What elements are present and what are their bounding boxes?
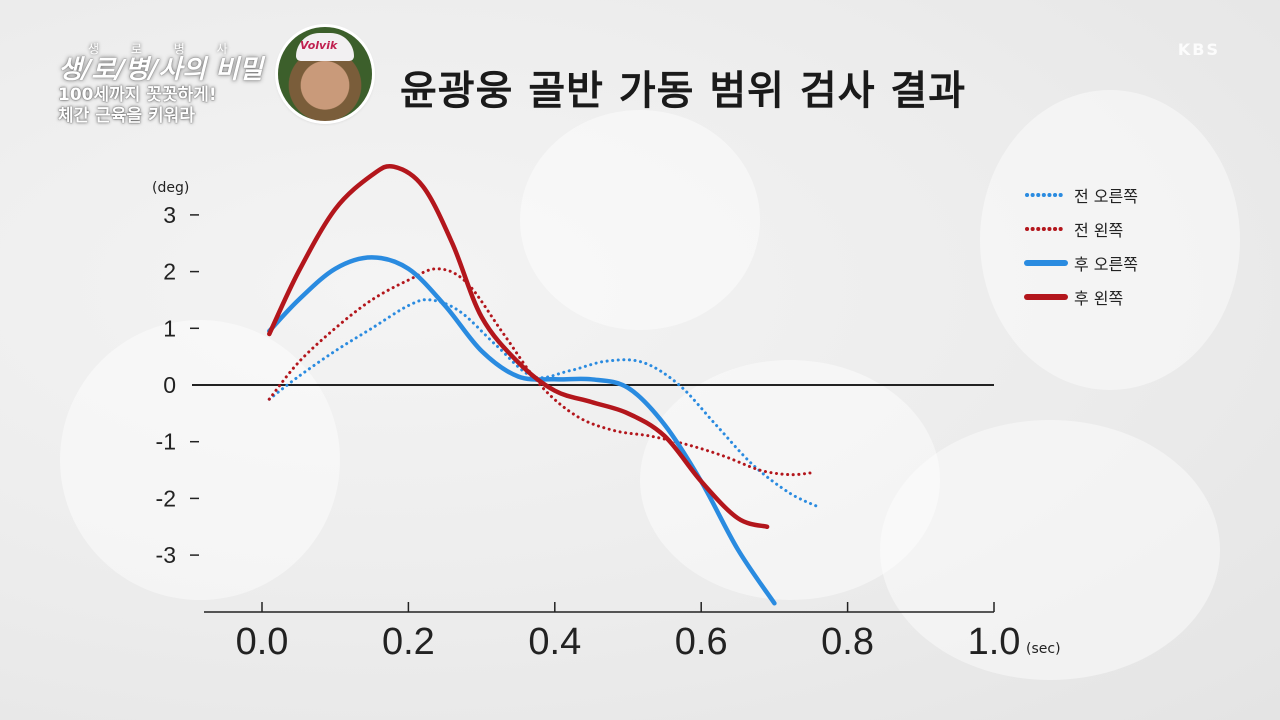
x-ticks: 0.0 0.2 0.4 0.6 0.8 1.0 (236, 602, 1021, 663)
y-tick-label: 0 (163, 372, 176, 398)
legend-item: 전 왼쪽 (1024, 212, 1138, 246)
x-tick-label: 0.2 (382, 621, 435, 663)
cap-logo-text: Volvik (300, 39, 338, 52)
series-line-4 (267, 163, 770, 530)
legend-swatch (1024, 260, 1068, 266)
broadcaster-watermark: KBS (1177, 40, 1220, 59)
legend-label: 후 오른쪽 (1074, 255, 1138, 274)
y-tick-label: 2 (163, 259, 176, 285)
y-tick-label: 3 (163, 202, 176, 228)
x-tick-label: 0.8 (821, 621, 874, 663)
series-line-1 (267, 298, 820, 509)
y-axis-unit-label: (deg) (152, 180, 189, 196)
x-axis-unit-label: (sec) (1026, 641, 1061, 657)
x-tick-label: 0.4 (528, 621, 581, 663)
program-logo: 생 로 병 사 생/로/병/사의 비밀 100세까지 꼿꼿하게! 체간 근육을 … (58, 40, 298, 127)
y-tick-label: -1 (156, 429, 176, 455)
legend-swatch (1025, 227, 1067, 231)
y-tick-label: -3 (156, 542, 176, 568)
page-title: 윤광웅 골반 가동 범위 검사 결과 (400, 68, 967, 114)
legend-item: 후 오른쪽 (1024, 246, 1138, 280)
legend-swatch (1025, 193, 1067, 197)
series-lines (267, 163, 820, 606)
series-line-3 (267, 255, 777, 606)
y-tick-label: 1 (163, 315, 176, 341)
legend-label: 후 왼쪽 (1074, 289, 1124, 308)
x-tick-label: 0.6 (675, 621, 728, 663)
legend-item: 후 왼쪽 (1024, 280, 1138, 314)
program-small-caption: 생 로 병 사 (88, 42, 242, 56)
legend-swatch (1024, 294, 1068, 300)
cap-graphic (296, 33, 354, 61)
person-avatar: Volvik (278, 27, 372, 121)
y-ticks: 3 2 1 0 -1 -2 -3 (156, 202, 199, 568)
program-subtitle-line1: 100세까지 꼿꼿하게! (58, 85, 217, 105)
program-subtitle-line2: 체간 근육을 키워라 (58, 106, 195, 126)
legend-item: 전 오른쪽 (1024, 178, 1138, 212)
y-tick-label: -2 (156, 485, 176, 511)
x-tick-label: 1.0 (968, 621, 1021, 663)
program-title: 생/로/병/사의 비밀 (58, 55, 263, 85)
legend-label: 전 오른쪽 (1074, 187, 1138, 206)
legend-label: 전 왼쪽 (1074, 221, 1124, 240)
x-tick-label: 0.0 (236, 621, 289, 663)
series-line-2 (267, 267, 813, 477)
